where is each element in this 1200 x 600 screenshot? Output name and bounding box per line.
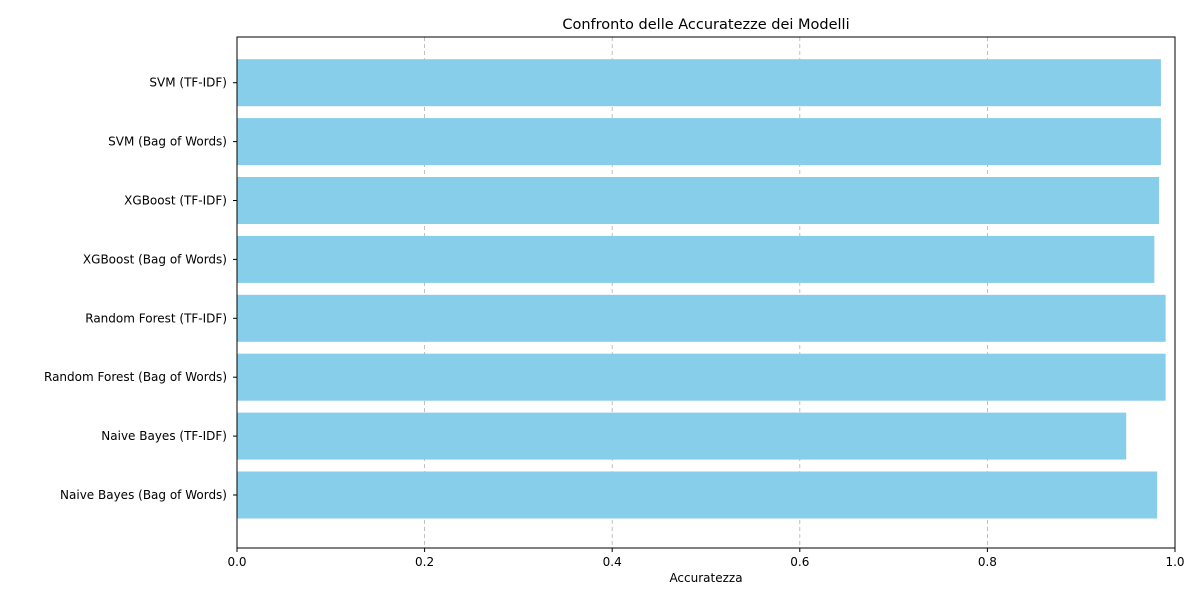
x-axis-label: Accuratezza — [669, 571, 742, 585]
y-tick-label: Naive Bayes (TF-IDF) — [101, 429, 227, 443]
x-tick-label: 0.0 — [227, 555, 246, 569]
y-ticks: Naive Bayes (Bag of Words) Naive Bayes (T… — [44, 76, 237, 502]
x-tick-label: 0.8 — [978, 555, 997, 569]
bar — [237, 235, 1155, 283]
y-tick-label: SVM (TF-IDF) — [149, 76, 227, 90]
y-tick-label: XGBoost (TF-IDF) — [124, 194, 227, 208]
bar — [237, 177, 1160, 224]
y-tick-label: Random Forest (TF-IDF) — [85, 311, 227, 325]
x-ticks: 0.0 0.2 0.4 0.6 0.8 1.0 — [227, 548, 1185, 569]
y-tick-label: XGBoost (Bag of Words) — [83, 252, 227, 266]
chart-title: Confronto delle Accuratezze dei Modelli — [562, 17, 849, 33]
y-tick-label: Naive Bayes (Bag of Words) — [60, 488, 227, 502]
x-tick-label: 0.6 — [790, 555, 809, 569]
bars-layer — [237, 59, 1166, 519]
bar — [237, 59, 1161, 107]
bar — [237, 353, 1166, 401]
y-tick-label: SVM (Bag of Words) — [108, 135, 227, 149]
y-tick-label: Random Forest (Bag of Words) — [44, 370, 227, 384]
x-tick-label: 0.4 — [603, 555, 622, 569]
bar — [237, 294, 1166, 342]
bar — [237, 412, 1127, 460]
bar — [237, 471, 1158, 519]
x-tick-label: 0.2 — [415, 555, 434, 569]
bar — [237, 118, 1161, 166]
x-tick-label: 1.0 — [1165, 555, 1184, 569]
grid-layer — [424, 37, 988, 548]
plot-frame — [236, 36, 1176, 549]
